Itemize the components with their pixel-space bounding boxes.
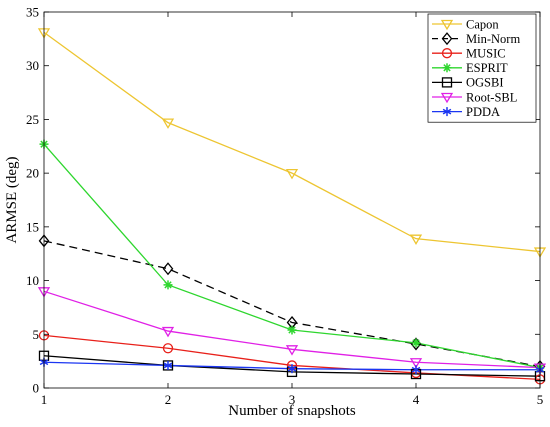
data-point-pdda [287,364,297,374]
y-tick-label: 35 [26,5,39,20]
y-tick-label: 0 [33,381,40,396]
legend-label-ogsbi: OGSBI [466,76,504,90]
x-tick-label: 3 [289,392,296,407]
series-line-capon [43,31,541,253]
data-point-capon [161,118,175,129]
data-point-min-norm [410,337,422,351]
data-point-root-sbl [409,358,423,369]
legend: CaponMin-NormMUSICESPRITOGSBIRoot-SBLPDD… [427,13,537,123]
axis-ticks: 0 5 10 15 20 25 30 35 1 2 3 4 5 [26,5,543,408]
y-tick-label: 20 [26,166,39,181]
plot-frame [43,11,541,389]
data-point-root-sbl [285,345,299,356]
y-tick-label: 25 [26,112,39,127]
series-markers [37,28,547,385]
data-point-esprit [287,325,297,335]
y-tick-label: 30 [26,58,39,73]
y-tick-label: 15 [26,219,39,234]
data-point-pdda [163,360,173,370]
y-tick-label: 10 [26,273,39,288]
x-tick-label: 5 [537,392,544,407]
legend-label-esprit: ESPRIT [466,61,508,75]
data-point-capon [285,168,299,180]
x-tick-label: 4 [413,392,420,407]
legend-marker-min-norm [441,32,453,46]
data-point-root-sbl [161,326,175,338]
x-tick-label: 2 [165,392,172,407]
legend-label-pdda: PDDA [466,105,500,119]
data-point-capon [409,234,423,245]
legend-marker-music [441,48,453,59]
data-point-min-norm [162,262,174,276]
legend-marker-esprit [442,63,452,73]
x-axis-label: Number of snapshots [228,403,356,419]
legend-label-music: MUSIC [466,47,506,61]
legend-label-capon: Capon [466,17,499,31]
legend-marker-ogsbi [441,77,453,88]
legend-label-min-norm: Min-Norm [466,32,520,46]
data-point-esprit [411,338,421,348]
data-point-pdda [411,365,421,375]
y-axis-label: ARMSE (deg) [4,156,20,243]
legend-marker-root-sbl [440,92,454,104]
legend-marker-pdda [442,107,452,117]
data-point-esprit [163,280,173,290]
legend-label-root-sbl: Root-SBL [466,90,517,104]
data-point-music [162,343,174,354]
legend-marker-capon [440,19,454,31]
series-line-root-sbl [43,290,541,369]
y-tick-label: 5 [33,327,40,342]
x-tick-label: 1 [41,392,48,407]
